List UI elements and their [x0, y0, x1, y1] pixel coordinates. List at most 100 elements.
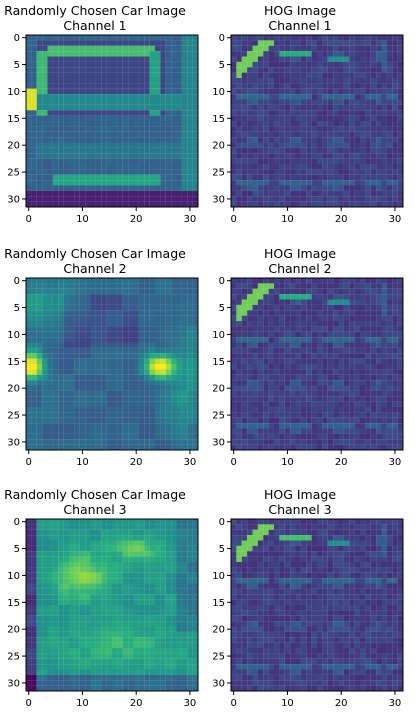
heatmap-cell [268, 99, 275, 105]
heatmap-cell [165, 605, 172, 611]
heatmap-cell [360, 278, 366, 284]
heatmap-cell [63, 299, 70, 305]
heatmap-cell [343, 201, 350, 208]
heatmap-cell [63, 535, 70, 541]
heatmap-cell [149, 142, 156, 148]
heatmap-cell [338, 61, 344, 68]
heatmap-cell [365, 115, 371, 122]
heatmap-cell [317, 142, 323, 148]
axes-frame [25, 34, 199, 208]
heatmap-cell [360, 137, 366, 143]
heatmap-cell [354, 88, 361, 95]
heatmap-cell [381, 99, 387, 105]
heatmap-cell [95, 407, 102, 413]
heatmap-cell [263, 147, 269, 154]
heatmap-cell [354, 61, 361, 68]
heatmap-cell [128, 326, 134, 332]
heatmap-cell [155, 556, 161, 563]
heatmap-cell [144, 131, 150, 138]
heatmap-cell [311, 180, 318, 186]
heatmap-cell [42, 347, 48, 354]
heatmap-cell [160, 110, 166, 116]
heatmap-cell [181, 637, 188, 643]
heatmap-cell [327, 315, 334, 322]
heatmap-cell [338, 401, 344, 408]
heatmap-cell [181, 294, 188, 300]
heatmap-cell [122, 174, 129, 181]
heatmap-cell [128, 121, 134, 127]
heatmap-cell [112, 67, 118, 73]
heatmap-cell [160, 169, 166, 175]
heatmap-cell [117, 315, 123, 322]
heatmap-cell [138, 56, 145, 62]
heatmap-cell [69, 358, 75, 365]
heatmap-cell [165, 578, 172, 584]
heatmap-cell [257, 169, 264, 175]
heatmap-cell [95, 78, 102, 84]
heatmap-cell [187, 115, 193, 122]
heatmap-cell [263, 315, 269, 322]
heatmap-cell [47, 169, 53, 175]
heatmap-cell [354, 40, 361, 46]
heatmap-cell [171, 535, 177, 541]
heatmap-cell [397, 174, 404, 181]
heatmap-cell [31, 78, 37, 84]
heatmap-cell [106, 180, 113, 186]
heatmap-cell [85, 164, 91, 170]
heatmap-cell [360, 115, 366, 122]
heatmap-cell [133, 67, 139, 73]
heatmap-cell [343, 121, 350, 127]
heatmap-cell [397, 45, 404, 52]
heatmap-cell [187, 540, 193, 546]
heatmap-cell [112, 594, 118, 600]
heatmap-cell [327, 121, 334, 127]
heatmap-cell [138, 364, 145, 370]
heatmap-cell [52, 610, 59, 616]
heatmap-cell [231, 115, 237, 122]
heatmap-cell [392, 72, 398, 79]
heatmap-cell [160, 67, 166, 73]
heatmap-cell [317, 115, 323, 122]
heatmap-cell [95, 315, 102, 322]
heatmap-cell [187, 310, 193, 316]
heatmap-cell [138, 196, 145, 202]
heatmap-cell [397, 72, 404, 79]
heatmap-cell [165, 545, 172, 552]
heatmap-cell [90, 72, 96, 79]
heatmap-cell [69, 169, 75, 175]
heatmap-cell [90, 412, 96, 418]
heatmap-cell [295, 283, 301, 289]
heatmap-cell [42, 631, 48, 638]
heatmap-cell [176, 278, 182, 284]
heatmap-cell [343, 417, 350, 424]
heatmap-cell [192, 396, 199, 402]
heatmap-cell [149, 407, 156, 413]
heatmap-cell [279, 45, 285, 52]
heatmap-cell [386, 433, 393, 440]
heatmap-cell [360, 51, 366, 57]
heatmap-cell [176, 180, 182, 186]
heatmap-cell [365, 72, 371, 79]
heatmap-cell [338, 444, 344, 451]
heatmap-cell [333, 342, 339, 348]
heatmap-cell [79, 299, 86, 305]
heatmap-cell [69, 315, 75, 322]
heatmap-cell [306, 78, 312, 84]
heatmap-cell [144, 35, 150, 41]
heatmap-cell [322, 428, 328, 434]
heatmap-cell [386, 83, 393, 89]
heatmap-cell [165, 326, 172, 332]
heatmap-cell [284, 321, 291, 327]
heatmap-cell [122, 126, 129, 132]
heatmap-cell [106, 35, 113, 41]
heatmap-cell [90, 396, 96, 402]
heatmap-cell [171, 153, 177, 159]
heatmap-cell [112, 40, 118, 46]
heatmap-cell [171, 315, 177, 322]
heatmap-cell [343, 180, 350, 186]
heatmap-cell [42, 401, 48, 408]
heatmap-cell [165, 423, 172, 429]
heatmap-cell [42, 56, 48, 62]
heatmap-cell [133, 385, 139, 391]
